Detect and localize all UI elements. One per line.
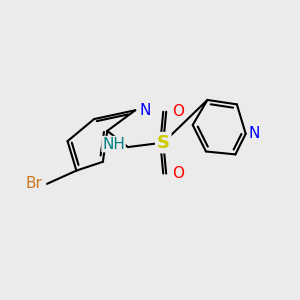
- Text: N: N: [140, 103, 151, 118]
- Text: O: O: [172, 166, 184, 181]
- Text: O: O: [172, 104, 184, 119]
- Text: N: N: [249, 126, 260, 141]
- Text: NH: NH: [102, 136, 125, 152]
- Text: S: S: [157, 134, 170, 152]
- Text: Br: Br: [26, 176, 43, 191]
